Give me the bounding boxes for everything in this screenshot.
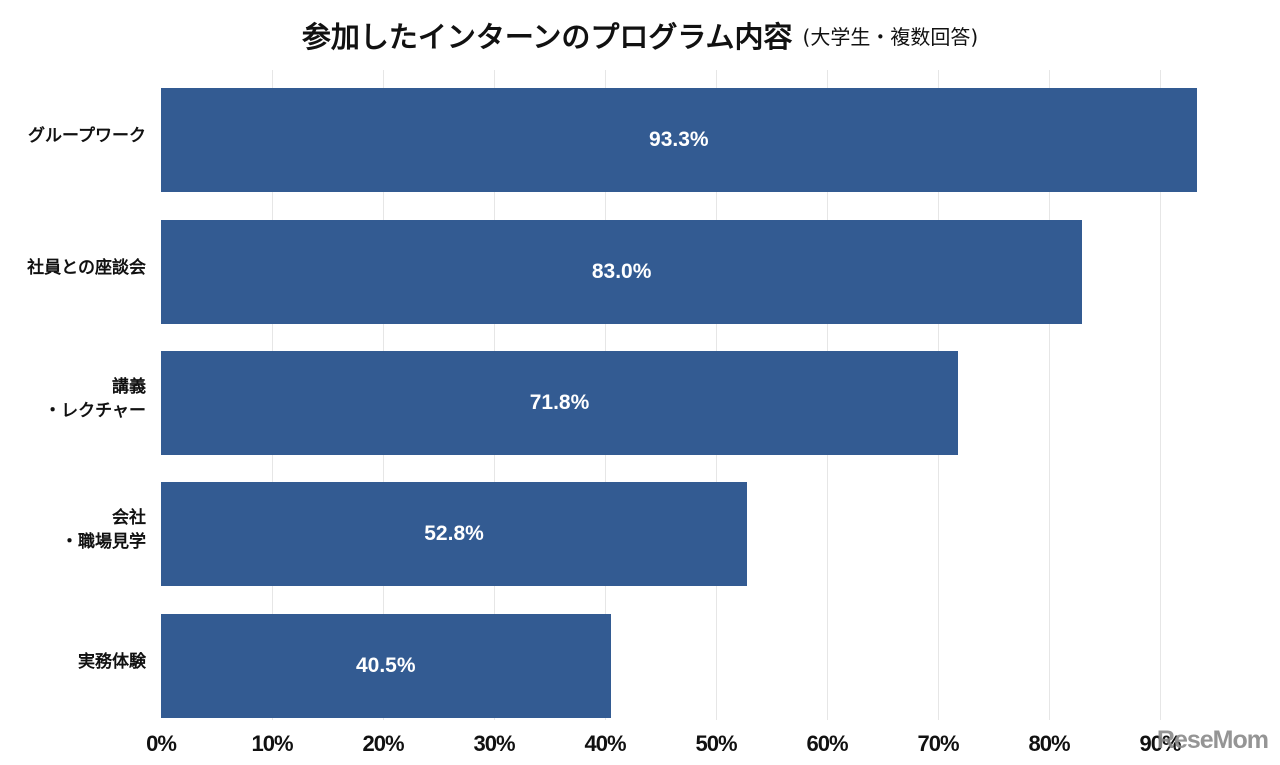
x-tick-label: 70% (917, 731, 959, 756)
x-tick-label: 80% (1028, 731, 1070, 756)
resemom-logo: ReseMom (1156, 726, 1269, 754)
x-tick-label: 0% (146, 731, 177, 756)
category-label: 講義 ・レクチャー (44, 377, 146, 421)
bar: 71.8% (161, 351, 958, 455)
bar-value-label: 83.0% (591, 260, 652, 283)
bar-value-label: 93.3% (649, 128, 709, 151)
category-label: グループワーク (28, 126, 146, 146)
x-tick-label: 40% (584, 731, 626, 756)
bar: 93.3% (161, 88, 1197, 192)
bar: 52.8% (161, 482, 748, 586)
category-label: 社員との座談会 (27, 258, 146, 278)
x-tick-label: 60% (806, 731, 848, 756)
gridline (1160, 70, 1161, 720)
plot-area: 93.3% 83.0% 71.8% 52.8% 40.5% (161, 70, 1271, 720)
bar: 83.0% (161, 220, 1083, 324)
chart-title-main: 参加したインターンのプログラム内容 (301, 20, 793, 54)
bar: 40.5% (161, 614, 611, 718)
x-tick-label: 90% (1139, 731, 1181, 756)
category-label: 会社 ・職場見学 (61, 508, 146, 552)
x-tick-label: 20% (362, 731, 404, 756)
x-tick-label: 50% (695, 731, 737, 756)
chart-title: 参加したインターンのプログラム内容 (大学生・複数回答) (0, 14, 1280, 56)
chart-subtitle: (大学生・複数回答) (802, 24, 979, 49)
category-label: 実務体験 (78, 652, 146, 672)
x-tick-label: 30% (473, 731, 515, 756)
gridline (1049, 70, 1050, 720)
bar-value-label: 40.5% (355, 654, 416, 677)
bar-value-label: 71.8% (529, 391, 590, 414)
x-tick-label: 10% (251, 731, 293, 756)
bar-value-label: 52.8% (424, 522, 484, 545)
